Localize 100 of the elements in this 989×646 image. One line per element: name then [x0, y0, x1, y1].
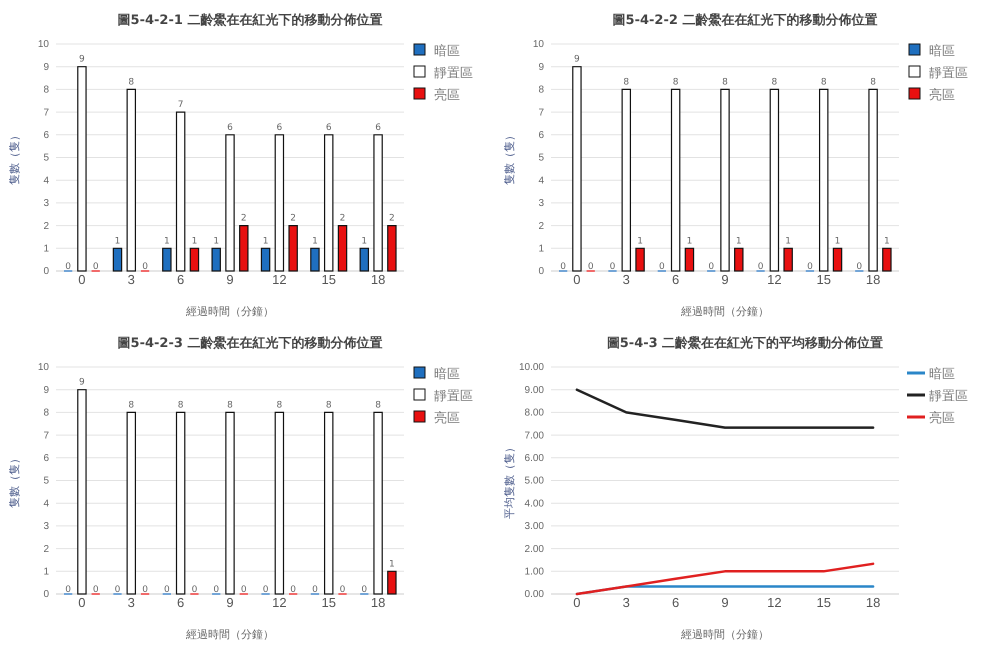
y-tick-label: 6 [43, 453, 50, 464]
data-label: 0 [758, 262, 764, 272]
y-axis-title: 平均隻數（隻） [503, 442, 516, 519]
data-label: 0 [312, 585, 318, 595]
bar [720, 88, 730, 272]
legend-label: 靜置區 [434, 66, 473, 81]
bar [882, 248, 892, 272]
bar [572, 66, 582, 272]
y-tick-label: 7 [43, 430, 50, 442]
data-label: 1 [114, 236, 120, 246]
legend-label: 靜置區 [929, 389, 968, 404]
data-label: 8 [326, 400, 332, 410]
data-label: 2 [240, 214, 247, 224]
data-label: 8 [128, 77, 134, 88]
x-tick-label: 9 [226, 595, 234, 610]
x-tick-label: 9 [721, 595, 729, 610]
y-tick-label: 1 [43, 566, 50, 578]
y-tick-label: 5.00 [524, 476, 544, 487]
data-label: 0 [290, 585, 296, 595]
bar [373, 412, 383, 595]
x-tick-label: 18 [866, 595, 880, 610]
bar [274, 412, 284, 595]
data-label: 1 [884, 236, 890, 246]
legend-label: 靜置區 [929, 66, 968, 81]
data-label: 0 [560, 262, 566, 272]
x-axis-title: 經過時間（分鐘） [185, 305, 274, 318]
bar [225, 412, 235, 595]
data-label: 2 [389, 214, 395, 224]
legend-label: 亮區 [434, 87, 460, 103]
bar [126, 412, 136, 595]
data-label: 2 [340, 214, 346, 224]
bar [324, 412, 334, 595]
x-tick-label: 9 [226, 272, 234, 287]
legend-label: 暗區 [434, 367, 460, 382]
data-label: 1 [637, 236, 643, 246]
data-label: 1 [785, 236, 792, 246]
y-tick-label: 5 [43, 152, 50, 164]
bar [684, 248, 694, 272]
line-series [576, 388, 874, 429]
bar [274, 134, 284, 272]
y-tick-label: 2 [538, 220, 544, 232]
data-label: 8 [820, 77, 827, 88]
y-tick-label: 7.00 [524, 430, 544, 442]
y-tick-label: 9 [43, 384, 50, 396]
legend-label: 靜置區 [434, 389, 473, 404]
data-label: 8 [375, 400, 382, 410]
bar [622, 88, 632, 272]
y-tick-label: 9 [43, 62, 50, 73]
data-label: 0 [340, 585, 346, 595]
y-axis-title: 隻數（隻） [8, 130, 21, 185]
data-label: 0 [65, 585, 72, 595]
bar [310, 248, 320, 272]
x-tick-label: 18 [370, 272, 386, 287]
data-label: 6 [227, 122, 234, 133]
x-tick-label: 0 [78, 595, 86, 610]
x-tick-label: 9 [721, 272, 729, 287]
data-label: 6 [375, 122, 382, 133]
data-label: 8 [623, 77, 630, 88]
bar [670, 88, 680, 272]
bar [635, 248, 645, 272]
bar [832, 248, 842, 272]
data-label: 0 [192, 585, 198, 595]
y-tick-label: 3 [43, 198, 50, 210]
bar [373, 134, 383, 272]
y-tick-label: 8.00 [524, 408, 544, 419]
x-tick-label: 15 [321, 272, 336, 287]
y-tick-label: 5 [43, 476, 50, 487]
y-tick-label: 2.00 [524, 544, 544, 555]
y-tick-label: 3.00 [524, 521, 544, 532]
legend-label: 亮區 [434, 410, 460, 426]
x-tick-label: 12 [767, 272, 782, 287]
bar [112, 248, 122, 272]
y-tick-label: 8 [43, 84, 50, 96]
data-label: 8 [276, 400, 282, 410]
bar [77, 389, 87, 595]
y-tick-label: 6 [538, 130, 544, 141]
y-tick-label: 9.00 [524, 384, 544, 396]
legend-label: 亮區 [929, 410, 955, 426]
bar [77, 66, 87, 272]
y-tick-label: 1 [43, 244, 50, 254]
x-tick-label: 15 [321, 595, 336, 610]
data-label: 8 [870, 77, 876, 88]
data-label: 1 [834, 236, 840, 246]
x-tick-label: 6 [177, 272, 184, 287]
data-label: 0 [65, 262, 72, 272]
data-label: 1 [192, 236, 198, 246]
bar [734, 248, 744, 272]
x-tick-label: 6 [672, 272, 680, 287]
data-label: 0 [213, 585, 220, 595]
data-label: 6 [276, 122, 282, 133]
data-label: 0 [610, 262, 616, 272]
bar [260, 248, 270, 272]
x-tick-label: 3 [622, 595, 630, 610]
legend-label: 暗區 [434, 44, 460, 59]
x-tick-label: 3 [622, 272, 630, 287]
data-label: 1 [736, 236, 742, 246]
chart-title: 圖5-4-2-2 二齡鱟在在紅光下的移動分佈位置 [612, 12, 878, 28]
legend-label: 暗區 [929, 367, 955, 382]
y-tick-label: 10 [532, 39, 544, 50]
y-tick-label: 1 [538, 244, 544, 254]
